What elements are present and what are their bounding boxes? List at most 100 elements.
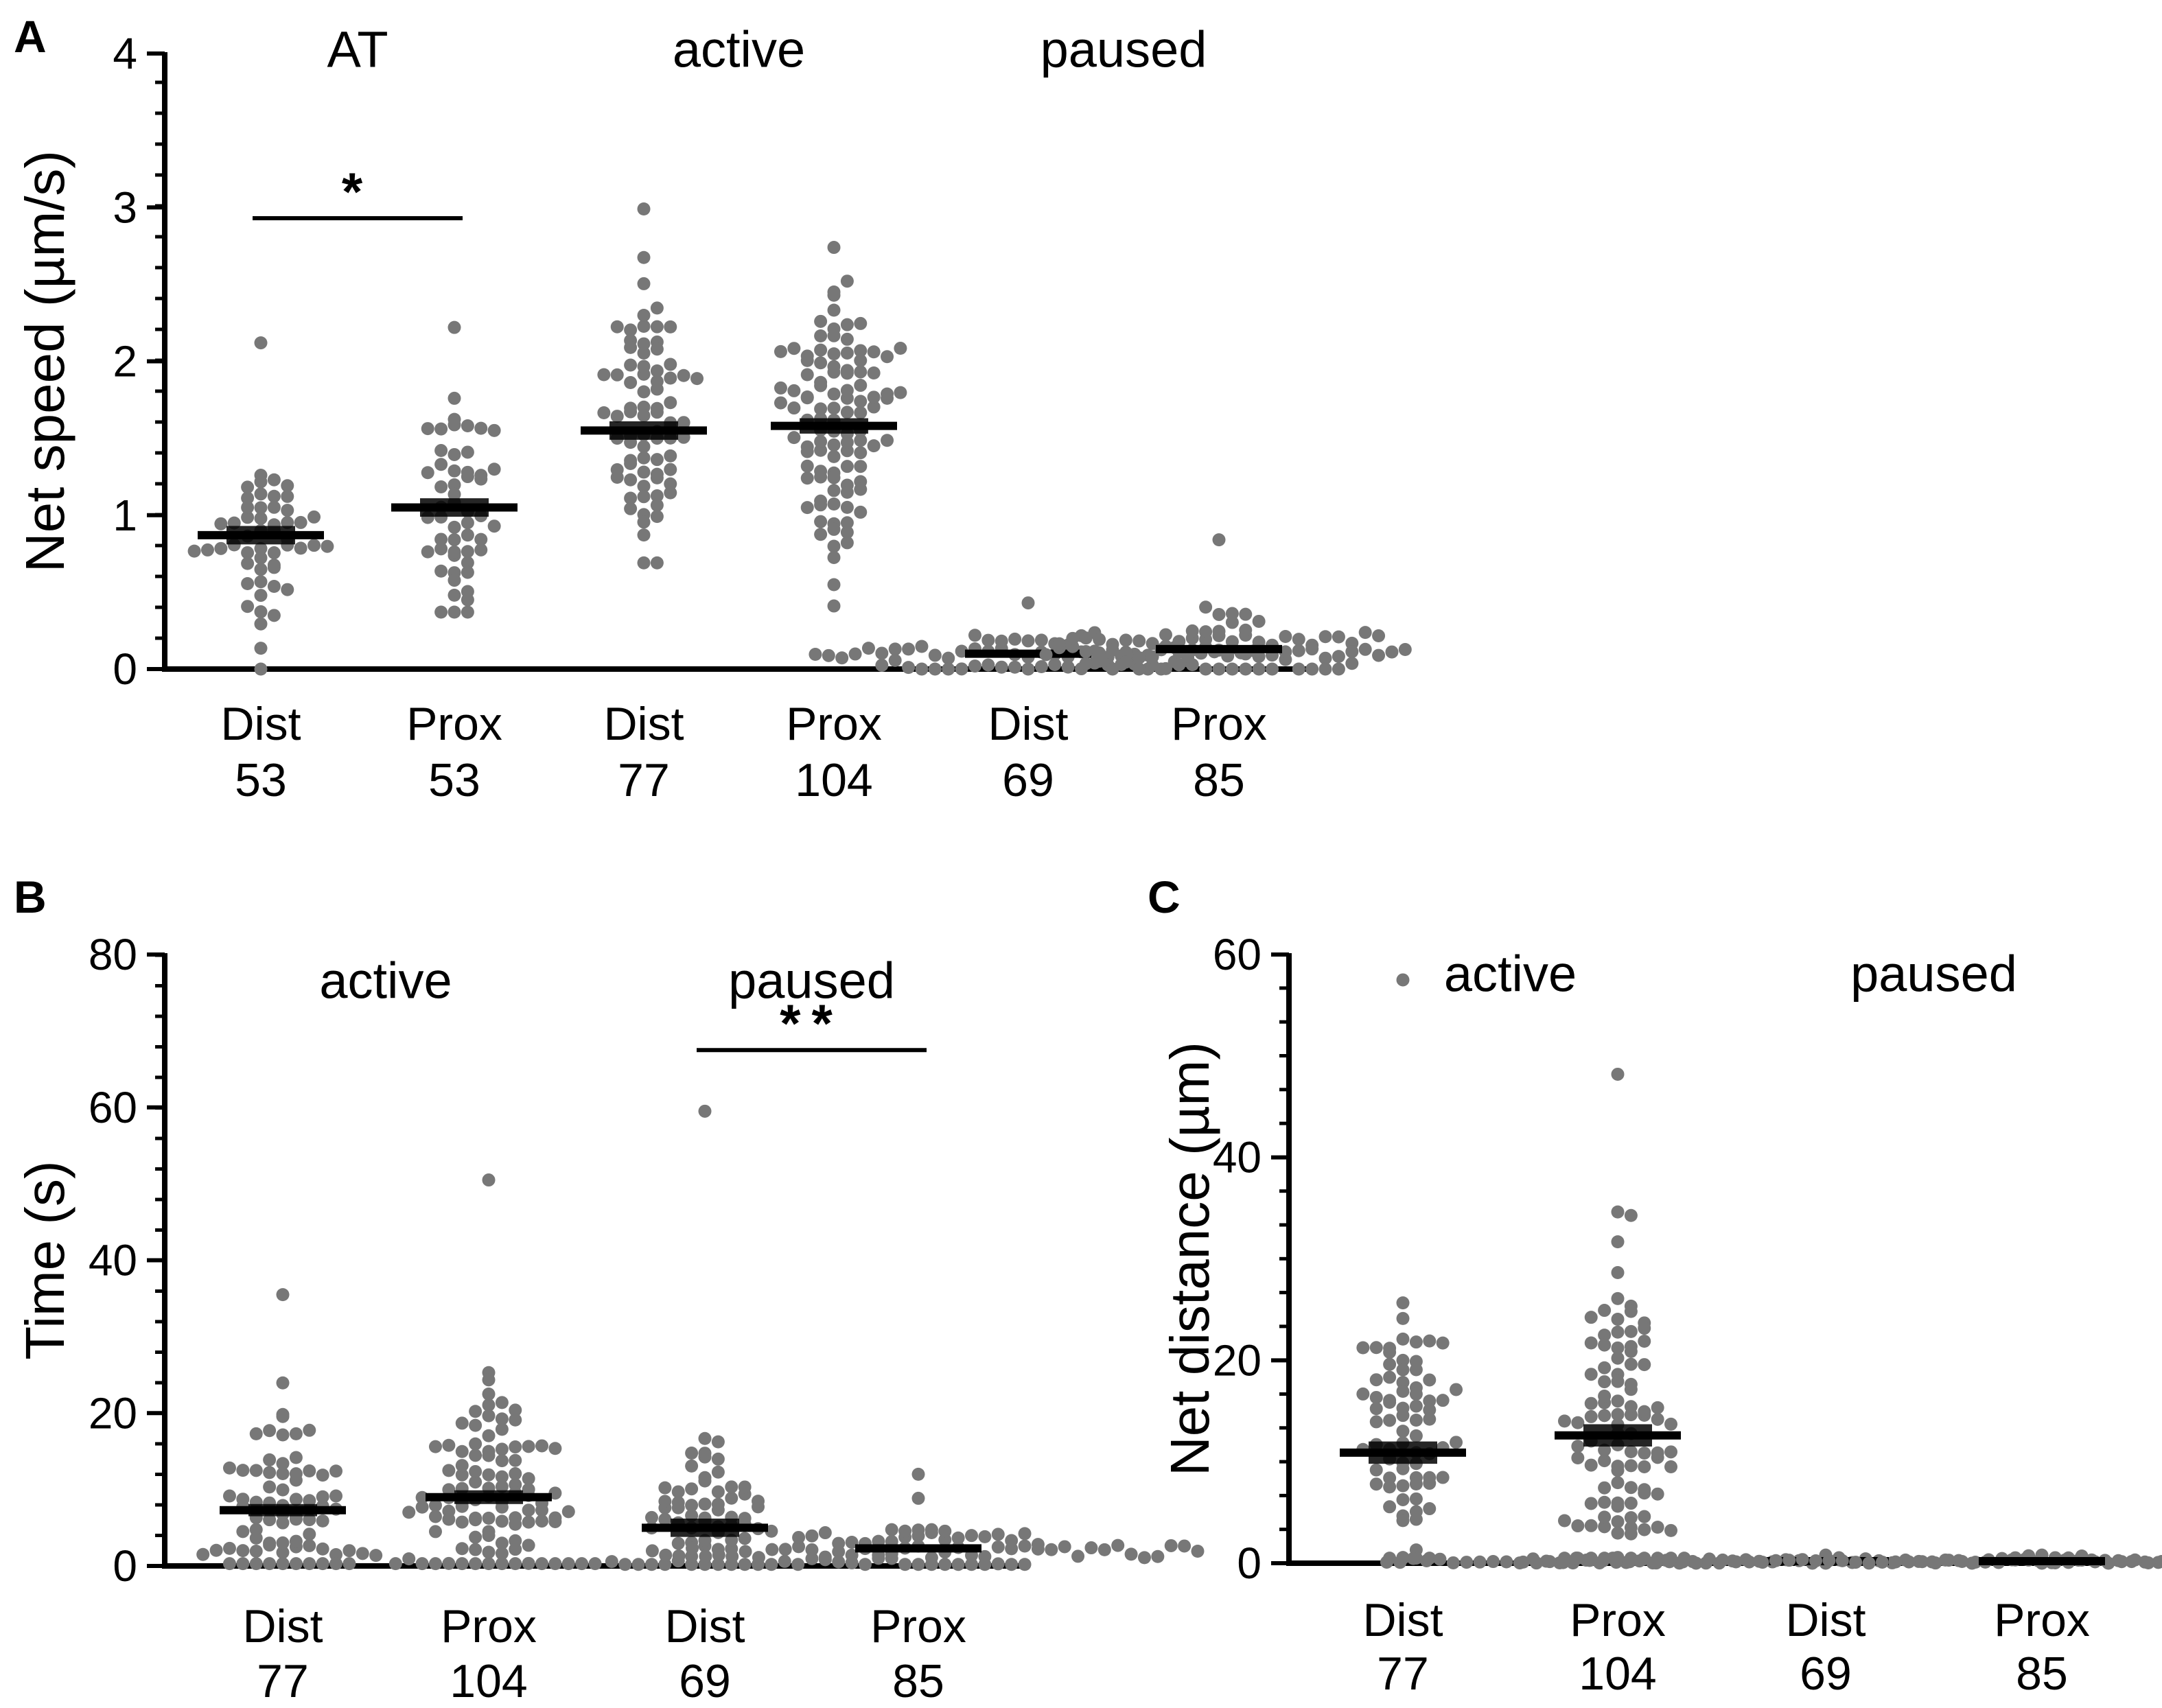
data-point bbox=[415, 1490, 429, 1504]
data-point bbox=[1862, 1556, 1876, 1570]
data-point bbox=[664, 396, 677, 410]
data-point bbox=[650, 301, 664, 315]
data-point bbox=[840, 318, 854, 331]
data-point bbox=[1611, 1515, 1625, 1529]
category-label: Prox bbox=[1171, 698, 1267, 750]
data-point bbox=[267, 489, 281, 503]
data-point bbox=[925, 1551, 938, 1565]
data-point bbox=[1146, 650, 1159, 664]
data-point bbox=[1624, 1459, 1638, 1473]
data-point bbox=[214, 517, 228, 530]
data-point bbox=[1369, 1402, 1383, 1416]
data-point bbox=[1611, 1394, 1625, 1408]
data-point bbox=[650, 364, 664, 378]
data-point bbox=[827, 329, 841, 342]
data-point bbox=[1021, 662, 1035, 676]
data-point bbox=[1676, 1555, 1690, 1569]
data-point bbox=[289, 1427, 303, 1440]
data-point bbox=[1358, 626, 1372, 640]
data-point bbox=[787, 384, 801, 397]
data-point bbox=[1084, 1541, 1098, 1555]
data-point bbox=[881, 434, 894, 447]
data-point bbox=[894, 342, 907, 355]
data-point bbox=[1396, 1479, 1410, 1493]
data-point bbox=[1638, 1523, 1651, 1536]
data-point bbox=[1396, 1363, 1410, 1377]
data-point bbox=[699, 1549, 712, 1563]
data-point bbox=[1164, 1539, 1178, 1552]
data-point bbox=[1292, 644, 1305, 657]
data-point bbox=[787, 431, 801, 445]
data-point bbox=[222, 1489, 236, 1503]
data-point bbox=[447, 574, 461, 587]
data-point bbox=[650, 467, 664, 481]
data-point bbox=[1356, 1341, 1370, 1355]
data-point bbox=[637, 202, 651, 215]
data-point bbox=[1662, 1555, 1676, 1569]
data-point bbox=[469, 1405, 483, 1418]
data-point bbox=[685, 1482, 699, 1496]
data-point bbox=[725, 1491, 739, 1505]
data-point bbox=[1651, 1446, 1664, 1460]
data-point bbox=[637, 385, 651, 399]
data-point bbox=[809, 647, 822, 661]
data-point bbox=[1460, 1556, 1474, 1569]
data-point bbox=[1584, 1311, 1598, 1324]
data-point bbox=[624, 401, 638, 415]
data-point bbox=[637, 480, 651, 493]
data-point bbox=[447, 533, 461, 546]
category-label: Dist bbox=[242, 1600, 323, 1652]
category-n-label: 104 bbox=[795, 754, 872, 806]
data-point bbox=[482, 1373, 496, 1387]
data-point bbox=[1571, 1451, 1585, 1464]
data-point bbox=[1369, 1477, 1383, 1491]
data-point bbox=[827, 303, 841, 317]
data-point bbox=[965, 1529, 979, 1543]
category-n-label: 85 bbox=[892, 1655, 944, 1707]
data-point bbox=[800, 353, 814, 367]
data-point bbox=[1638, 1334, 1651, 1348]
data-point bbox=[650, 489, 664, 502]
data-point bbox=[1409, 1363, 1423, 1377]
data-point bbox=[1420, 1554, 1434, 1567]
data-point bbox=[698, 1471, 712, 1484]
data-point bbox=[428, 1525, 442, 1539]
data-point bbox=[1146, 637, 1159, 651]
data-point bbox=[303, 1494, 316, 1508]
data-point bbox=[1557, 1514, 1571, 1528]
category-label: Prox bbox=[1570, 1594, 1666, 1646]
data-point bbox=[1005, 1558, 1019, 1571]
data-point bbox=[1446, 1556, 1460, 1569]
data-point bbox=[827, 498, 841, 511]
data-point bbox=[1584, 1409, 1598, 1423]
data-point bbox=[840, 485, 854, 499]
data-point bbox=[1398, 643, 1412, 657]
data-point bbox=[1530, 1556, 1544, 1570]
data-point bbox=[1199, 600, 1213, 614]
data-point bbox=[1079, 631, 1093, 645]
category-n-label: 77 bbox=[257, 1655, 309, 1707]
data-point bbox=[637, 408, 651, 422]
data-point bbox=[845, 1556, 859, 1569]
data-point bbox=[686, 1541, 699, 1555]
data-point bbox=[1611, 1313, 1625, 1326]
data-point bbox=[1034, 633, 1048, 647]
data-point bbox=[991, 1557, 1005, 1571]
data-point bbox=[725, 1480, 739, 1494]
data-point bbox=[854, 365, 868, 379]
data-point bbox=[1611, 1464, 1625, 1477]
data-point bbox=[1409, 1335, 1423, 1349]
data-point bbox=[222, 1461, 236, 1475]
data-point bbox=[303, 1557, 316, 1571]
data-point bbox=[814, 434, 828, 448]
data-point bbox=[938, 1524, 952, 1538]
data-point bbox=[447, 447, 461, 461]
data-point bbox=[1611, 1526, 1625, 1540]
data-point bbox=[249, 1557, 263, 1571]
data-point bbox=[644, 1558, 658, 1571]
data-point bbox=[845, 1535, 859, 1549]
data-point bbox=[402, 1552, 416, 1566]
data-point bbox=[1556, 1556, 1570, 1569]
data-point bbox=[1358, 642, 1372, 656]
data-point bbox=[1743, 1555, 1756, 1569]
